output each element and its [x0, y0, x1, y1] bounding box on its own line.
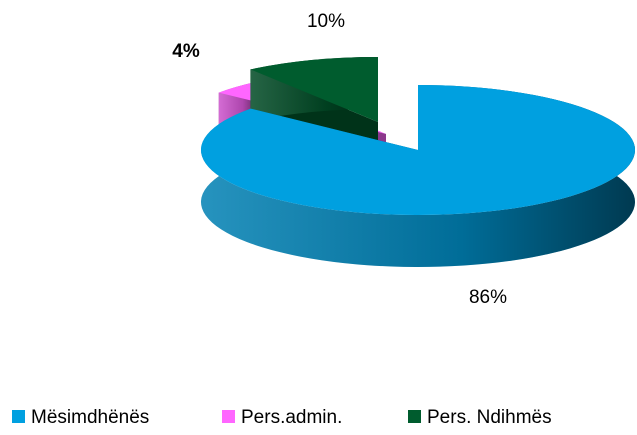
- data-label: 86%: [469, 287, 507, 308]
- pie-slice: [250, 57, 378, 174]
- data-label: 4%: [172, 41, 200, 62]
- legend-swatch: [12, 410, 25, 423]
- data-label: 10%: [307, 11, 345, 32]
- pie-slice: [201, 85, 636, 267]
- legend-swatch: [408, 410, 421, 423]
- legend-label: Pers. Ndihmës: [427, 407, 552, 428]
- slice-top: [201, 85, 636, 215]
- legend-label: Pers.admin.: [241, 407, 342, 428]
- slice-top: [250, 57, 378, 122]
- legend-label: Mësimdhënës: [31, 407, 149, 428]
- legend-swatch: [222, 410, 235, 423]
